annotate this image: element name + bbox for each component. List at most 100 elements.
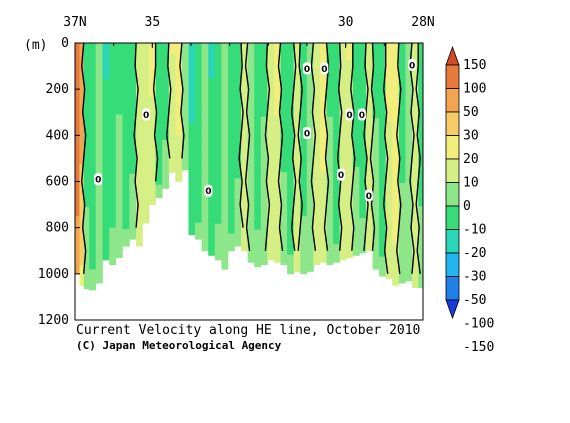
- velocity-cell: [234, 110, 242, 129]
- zero-label-bg: [303, 127, 311, 140]
- velocity-cell: [280, 116, 288, 136]
- velocity-cell: [372, 43, 380, 63]
- velocity-cell: [385, 101, 393, 122]
- velocity-cell: [208, 219, 216, 239]
- velocity-cell: [75, 216, 80, 236]
- velocity-cell: [352, 219, 360, 239]
- velocity-cell: [102, 241, 110, 261]
- velocity-cell: [83, 165, 90, 187]
- zero-contour: [382, 43, 389, 274]
- velocity-cell: [267, 169, 275, 189]
- velocity-cell: [411, 144, 419, 166]
- velocity-cell: [136, 127, 143, 145]
- velocity-cell: [109, 43, 117, 62]
- velocity-cell: [313, 43, 321, 62]
- velocity-cell: [95, 83, 103, 104]
- velocity-cell: [326, 172, 334, 192]
- velocity-cell: [411, 206, 419, 227]
- velocity-cell: [313, 61, 321, 81]
- velocity-cell: [188, 186, 196, 204]
- velocity-cell: [155, 133, 163, 147]
- velocity-cell: [379, 62, 387, 83]
- velocity-cell: [379, 140, 387, 160]
- velocity-cell: [267, 61, 275, 80]
- velocity-cell: [392, 123, 400, 145]
- zero-contour: [179, 42, 185, 159]
- velocity-cell: [273, 170, 281, 190]
- velocity-cell: [319, 134, 327, 154]
- velocity-cell: [418, 43, 424, 64]
- velocity-cell: [333, 134, 341, 154]
- zero-contour: [238, 42, 244, 228]
- velocity-cell: [75, 139, 80, 159]
- station-column: [115, 43, 123, 259]
- velocity-cell: [339, 223, 347, 243]
- velocity-cell: [79, 265, 85, 286]
- velocity-cell: [115, 78, 123, 98]
- velocity-cell: [168, 64, 176, 76]
- velocity-cell: [136, 178, 143, 196]
- velocity-cell: [306, 100, 314, 120]
- velocity-cell: [333, 61, 341, 80]
- velocity-cell: [89, 104, 97, 126]
- velocity-cell: [247, 207, 255, 227]
- velocity-cell: [273, 225, 281, 245]
- colorbar-label: -150: [463, 340, 494, 355]
- zero-label: 0: [346, 111, 352, 121]
- velocity-cell: [102, 151, 110, 170]
- velocity-cell: [300, 254, 308, 275]
- velocity-cell: [418, 124, 424, 146]
- velocity-cell: [306, 176, 314, 196]
- velocity-cell: [287, 100, 295, 121]
- velocity-cell: [188, 154, 196, 172]
- velocity-cell: [129, 173, 137, 191]
- velocity-cell: [418, 165, 424, 187]
- velocity-cell: [254, 98, 262, 119]
- y-tick-label: 600: [46, 175, 69, 190]
- velocity-cell: [352, 184, 360, 203]
- velocity-cell: [109, 98, 117, 118]
- velocity-cell: [102, 43, 110, 62]
- velocity-cell: [411, 267, 419, 289]
- velocity-cell: [379, 81, 387, 102]
- velocity-cell: [306, 214, 314, 234]
- zero-label-bg: [204, 184, 213, 197]
- velocity-cell: [385, 82, 393, 103]
- velocity-cell: [352, 113, 360, 132]
- velocity-cell: [392, 43, 400, 64]
- velocity-cell: [109, 209, 117, 229]
- velocity-cell: [359, 60, 367, 79]
- velocity-cell: [267, 133, 275, 152]
- velocity-cell: [75, 254, 80, 275]
- zero-label-bg: [357, 108, 366, 121]
- velocity-cell: [247, 79, 255, 99]
- velocity-cell: [359, 235, 367, 254]
- station-column: [168, 43, 176, 173]
- velocity-cell: [214, 169, 222, 189]
- velocity-cell: [339, 151, 347, 170]
- velocity-cell: [188, 90, 196, 108]
- velocity-cell: [365, 94, 373, 113]
- velocity-cell: [142, 133, 150, 149]
- colorbar-swatch: [445, 205, 460, 230]
- velocity-cell: [221, 174, 229, 195]
- x-axis: 37N 35 30 28N: [63, 15, 435, 48]
- zero-label: 0: [143, 111, 149, 121]
- velocity-cell: [227, 43, 235, 61]
- velocity-cell: [241, 112, 249, 130]
- velocity-cell: [385, 219, 393, 240]
- velocity-cell: [241, 77, 249, 96]
- velocity-cell: [89, 207, 97, 229]
- velocity-cell: [208, 96, 216, 115]
- y-tick-label: 800: [46, 221, 69, 236]
- velocity-cell: [359, 113, 367, 131]
- velocity-cell: [95, 223, 103, 244]
- velocity-cell: [346, 78, 354, 98]
- zero-contour: [152, 43, 159, 182]
- station-column: [273, 43, 281, 263]
- velocity-cell: [280, 172, 288, 192]
- velocity-cell: [352, 78, 360, 97]
- velocity-cell: [313, 98, 321, 118]
- velocity-cell: [346, 43, 354, 62]
- zero-contour: [409, 42, 415, 274]
